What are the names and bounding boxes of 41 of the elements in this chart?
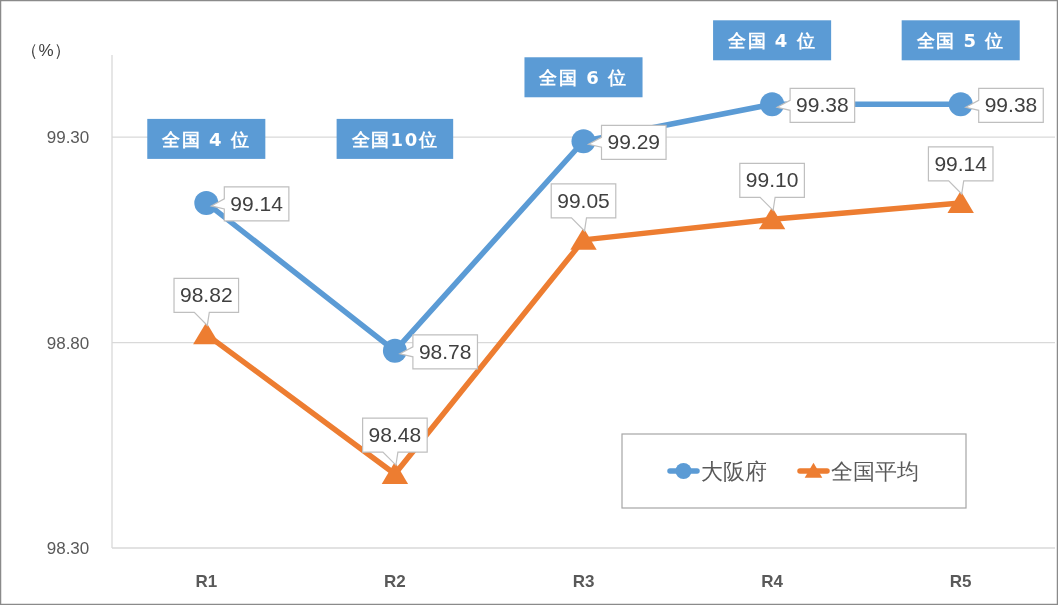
annotation: 全国 4 位 xyxy=(147,118,266,159)
annotation: 全国 6 位 xyxy=(538,67,628,89)
point xyxy=(947,190,974,213)
data-label: 99.05 xyxy=(557,188,610,212)
data-label: 99.10 xyxy=(745,168,799,192)
data-label: 99.29 xyxy=(607,130,661,154)
annotation: 全国 5 位 xyxy=(901,20,1020,61)
data-label: 99.14 xyxy=(230,191,284,215)
x-tick-label: R4 xyxy=(761,572,784,591)
point xyxy=(758,207,786,230)
data-label: 98.48 xyxy=(368,423,422,447)
y-axis-title: （%） xyxy=(21,41,71,60)
y-tick-label: 98.30 xyxy=(46,539,90,558)
point xyxy=(193,322,220,345)
annotation: 全国10位 xyxy=(336,118,454,159)
point xyxy=(571,129,596,154)
x-tick-label: R1 xyxy=(195,572,218,591)
annotation: 全国 5 位 xyxy=(915,30,1005,52)
data-label: 99.38 xyxy=(796,93,849,117)
annotation: 全国 4 位 xyxy=(727,30,817,52)
point xyxy=(382,338,407,363)
annotation: 全国 6 位 xyxy=(524,57,643,98)
x-tick-label: R2 xyxy=(384,572,406,591)
y-tick-label: 99.30 xyxy=(46,128,90,148)
point xyxy=(760,92,785,117)
legend-label: 全国平均 xyxy=(831,459,919,484)
x-tick-label: R5 xyxy=(949,572,972,591)
y-tick-label: 98.80 xyxy=(46,333,90,353)
annotation: 全国 4 位 xyxy=(713,20,832,61)
annotation: 全国10位 xyxy=(350,128,439,150)
point xyxy=(948,92,973,117)
point xyxy=(381,461,409,485)
data-label: 99.38 xyxy=(984,93,1038,117)
x-tick-label: R3 xyxy=(572,572,595,591)
data-label: 98.82 xyxy=(180,283,233,307)
point xyxy=(570,227,597,250)
legend-label: 大阪府 xyxy=(701,459,767,484)
annotation: 全国 4 位 xyxy=(161,128,251,150)
data-label: 98.78 xyxy=(418,339,472,363)
point xyxy=(194,190,219,215)
data-label: 99.14 xyxy=(934,151,988,175)
